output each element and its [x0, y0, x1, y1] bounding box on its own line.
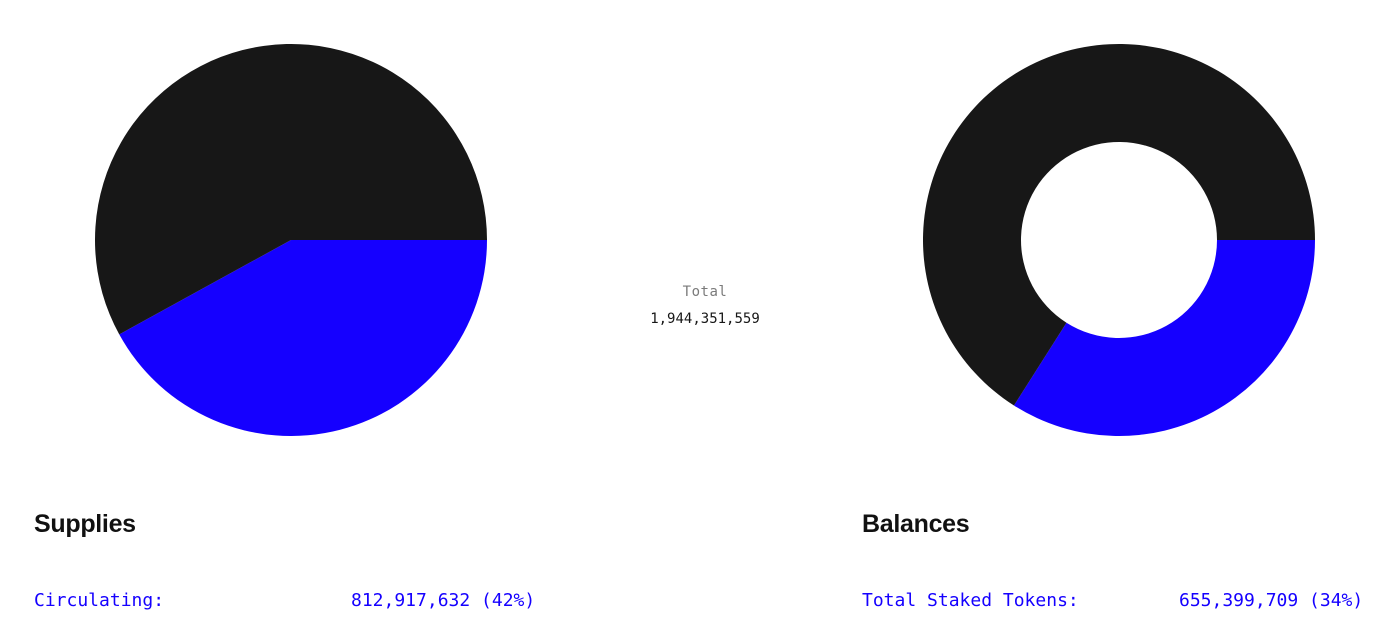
supplies-pie-svg	[95, 44, 487, 436]
balances-slice-total-staked-tokens	[1013, 240, 1315, 436]
staked-tokens-value: 655,399,709 (34%)	[1179, 590, 1364, 611]
supplies-pie-chart	[95, 44, 487, 436]
circulating-label: Circulating:	[34, 590, 165, 611]
supplies-slice-circulating	[119, 240, 487, 436]
total-label: Total	[682, 284, 728, 300]
supplies-slice-other	[95, 44, 487, 335]
total-summary: Total 1,944,351,559	[605, 283, 805, 328]
staked-tokens-label: Total Staked Tokens:	[862, 590, 1079, 611]
total-value: 1,944,351,559	[650, 311, 760, 327]
balances-slice-other	[923, 44, 1315, 406]
balances-donut-svg	[923, 44, 1315, 436]
supplies-title: Supplies	[34, 510, 136, 538]
balances-title: Balances	[862, 510, 970, 538]
circulating-value: 812,917,632 (42%)	[351, 590, 536, 611]
balances-donut-chart	[923, 44, 1315, 436]
